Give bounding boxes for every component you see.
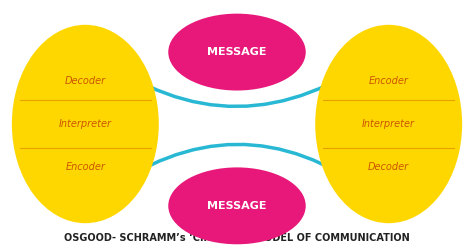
Ellipse shape xyxy=(315,25,462,223)
Ellipse shape xyxy=(12,25,159,223)
Text: Decoder: Decoder xyxy=(65,76,106,86)
Text: Decoder: Decoder xyxy=(368,162,409,172)
Text: Encoder: Encoder xyxy=(369,76,409,86)
Text: Interpreter: Interpreter xyxy=(362,119,415,129)
Ellipse shape xyxy=(168,167,306,244)
Ellipse shape xyxy=(168,14,306,91)
Text: Interpreter: Interpreter xyxy=(59,119,112,129)
Text: OSGOOD- SCHRAMM’s ‘CIRCULAR’ MODEL OF COMMUNICATION: OSGOOD- SCHRAMM’s ‘CIRCULAR’ MODEL OF CO… xyxy=(64,233,410,243)
Text: MESSAGE: MESSAGE xyxy=(207,47,267,57)
Text: MESSAGE: MESSAGE xyxy=(207,201,267,211)
Text: Encoder: Encoder xyxy=(65,162,105,172)
